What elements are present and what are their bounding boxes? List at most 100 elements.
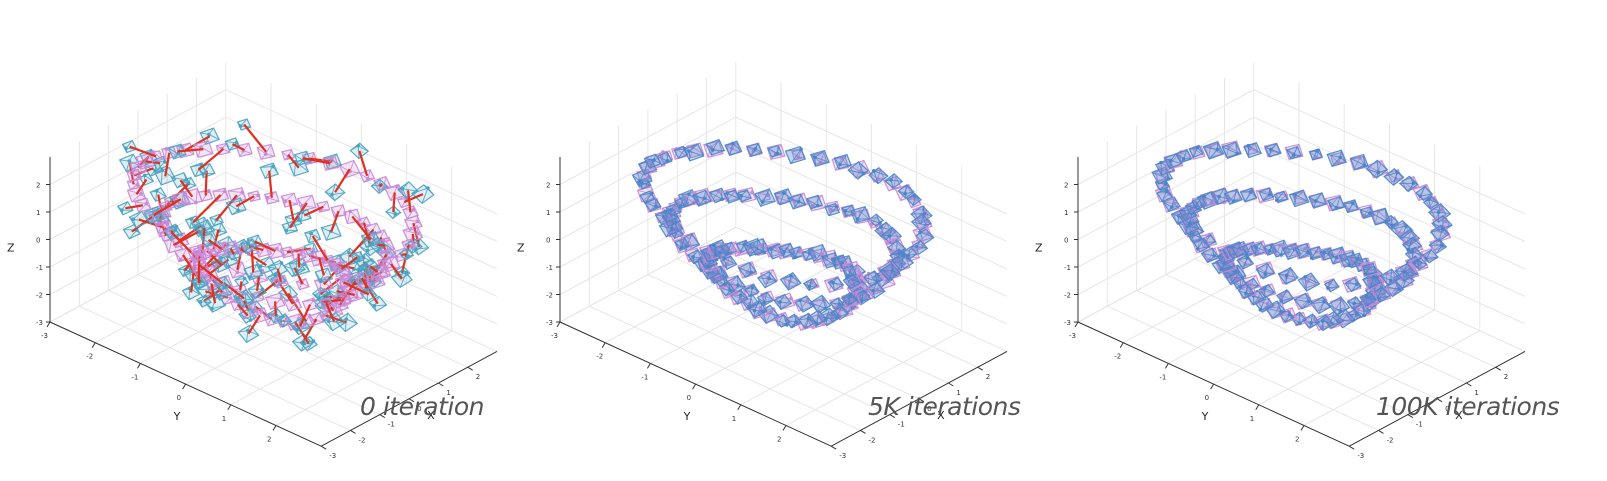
error-line (351, 215, 372, 241)
est-camera-frame (224, 137, 241, 152)
z-tick-label: 1 (1064, 209, 1068, 217)
error-line (403, 193, 424, 204)
est-camera-frame (1210, 187, 1232, 206)
error-line (129, 145, 157, 158)
est-camera-frame (1286, 145, 1303, 160)
x-tick (350, 429, 356, 434)
est-camera-frame (299, 335, 318, 352)
est-camera-frame (1323, 278, 1340, 293)
est-camera-frame (692, 189, 713, 207)
error-line (210, 283, 217, 304)
gt-camera-frame (134, 197, 152, 213)
x-tick (1466, 382, 1472, 387)
y-tick-label: 2 (1295, 436, 1299, 444)
est-camera-frame (1415, 185, 1434, 202)
est-camera-frame (320, 222, 342, 241)
est-camera-frame (1359, 291, 1378, 307)
y-tick (1255, 404, 1260, 411)
x-tick-label: -1 (388, 421, 395, 429)
est-camera-frame (1293, 292, 1314, 310)
z-tick-label: -1 (1064, 264, 1071, 272)
est-camera-frame (794, 295, 816, 313)
y-tick-label: -2 (1114, 353, 1121, 361)
error-line (247, 314, 261, 335)
z-tick-label: -2 (36, 292, 43, 300)
x-tick (467, 366, 473, 371)
error-line (239, 281, 243, 291)
x-tick (918, 398, 925, 403)
y-tick (646, 363, 651, 369)
est-camera-frame (1276, 289, 1295, 305)
x-tick (830, 445, 837, 450)
x-tick-label: -2 (359, 436, 366, 444)
est-camera-frame (1258, 187, 1275, 202)
panel-100k-iterations: -3 -2 -1 0 1 2 -3 -2 -1 0 1 2 -3 -2 -1 0 1 2 Z Y X 100K iter… (1028, 0, 1560, 481)
est-camera-frame (1379, 268, 1401, 287)
gt-camera-frame (148, 150, 164, 163)
y-tick (601, 342, 606, 348)
x-tick (379, 414, 386, 419)
est-camera-frame (897, 184, 915, 199)
error-line (222, 282, 245, 300)
est-camera-frame (833, 153, 852, 170)
x-tick-label: 2 (1504, 373, 1508, 381)
caption-5k-iterations: 5K iterations (868, 392, 1021, 421)
error-line (250, 249, 255, 273)
error-line (201, 228, 206, 253)
x-tick (408, 398, 415, 403)
y-tick (1164, 363, 1169, 369)
plot-3d-0-iteration: -3 -2 -1 0 1 2 -3 -2 -1 0 1 2 -3 -2 -1 0 1 2 Z Y X (7, 62, 498, 460)
est-camera-frame (773, 293, 793, 311)
x-tick-label: -3 (1357, 452, 1364, 460)
z-tick-label: 2 (546, 182, 550, 190)
error-line (334, 168, 351, 193)
error-line (229, 247, 236, 255)
est-camera-frame (247, 282, 267, 300)
error-line (172, 229, 201, 247)
est-camera-frame (809, 149, 830, 167)
error-line (243, 123, 267, 153)
gt-camera-frame (381, 255, 401, 273)
est-camera-frame (226, 247, 242, 261)
x-tick-label: 1 (1474, 389, 1478, 397)
est-camera-frame (787, 193, 807, 210)
error-line (170, 231, 199, 261)
floor-grid-line (230, 309, 407, 406)
y-tick (1074, 321, 1079, 328)
est-camera-frame (756, 270, 778, 289)
est-camera-frame (1156, 187, 1174, 203)
plot-3d-5k-iterations: -3 -2 -1 0 1 2 -3 -2 -1 0 1 2 -3 -2 -1 0 1 2 Z Y X (517, 62, 1008, 460)
y-tick (227, 404, 232, 411)
est-camera-frame (1345, 308, 1362, 323)
z-tick-label: -1 (36, 264, 43, 272)
est-camera-frame (748, 238, 770, 256)
plot-3d-100k-iterations: -3 -2 -1 0 1 2 -3 -2 -1 0 1 2 -3 -2 -1 0 1 2 Z Y X (1035, 62, 1526, 460)
y-tick-label: 1 (1250, 415, 1254, 423)
est-camera-frame (743, 283, 760, 298)
gt-camera-frame (806, 194, 827, 212)
y-axis-title: Y (683, 410, 691, 423)
est-camera-frame (842, 273, 862, 290)
z-tick-label: -3 (546, 319, 553, 327)
est-camera-frame (1254, 295, 1275, 313)
panel-0-iteration: -3 -2 -1 0 1 2 -3 -2 -1 0 1 2 -3 -2 -1 0 1 2 Z Y X 0 iterati… (0, 0, 520, 481)
panel-5k-iterations: -3 -2 -1 0 1 2 -3 -2 -1 0 1 2 -3 -2 -1 0 1 2 Z Y X 5K iterat… (510, 0, 1030, 481)
z-tick-label: 2 (1064, 182, 1068, 190)
est-camera-frame (1258, 283, 1276, 299)
y-tick (46, 321, 51, 328)
z-tick-label: -3 (1064, 319, 1071, 327)
est-camera-frame (674, 237, 691, 252)
est-camera-frame (1297, 272, 1321, 292)
y-tick (1210, 383, 1215, 390)
est-camera-frame (1236, 254, 1255, 270)
x-tick (1495, 366, 1501, 371)
error-line (135, 178, 148, 195)
y-tick (737, 404, 742, 411)
error-line (153, 198, 182, 217)
est-camera-frame (1342, 199, 1360, 214)
error-line (274, 301, 277, 316)
est-camera-frame (1326, 246, 1349, 265)
y-tick-label: 1 (732, 415, 736, 423)
est-camera-frame (243, 263, 264, 281)
error-line (215, 194, 238, 221)
